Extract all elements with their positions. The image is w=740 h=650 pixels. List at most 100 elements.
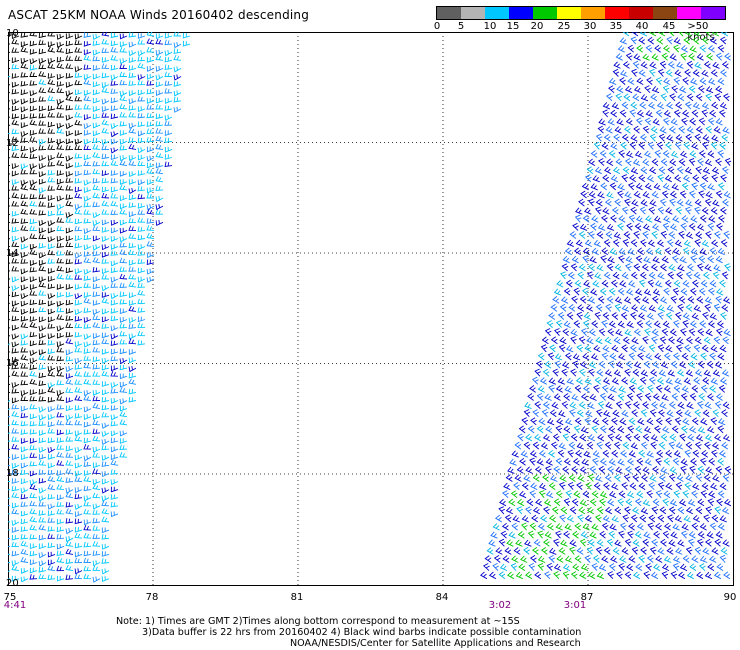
- wind-barb: [707, 563, 715, 571]
- wind-barb: [146, 204, 155, 211]
- wind-barb: [666, 36, 673, 45]
- wind-barb: [56, 508, 65, 515]
- wind-barb: [654, 352, 662, 361]
- wind-barb: [606, 538, 614, 547]
- wind-barb: [74, 235, 83, 242]
- wind-barb: [640, 133, 647, 142]
- wind-barb: [704, 441, 711, 450]
- wind-barb: [155, 151, 164, 158]
- wind-barb: [631, 409, 638, 418]
- wind-barb: [38, 71, 47, 77]
- wind-barb: [563, 320, 571, 329]
- wind-barb: [38, 543, 47, 550]
- wind-barb: [679, 433, 686, 442]
- wind-barb: [636, 522, 644, 531]
- wind-barb: [590, 222, 597, 231]
- wind-barb: [683, 36, 691, 45]
- wind-barb: [640, 94, 649, 102]
- wind-barb: [558, 410, 566, 418]
- wind-barb: [613, 61, 621, 69]
- wind-barb: [711, 166, 720, 175]
- wind-barb: [11, 98, 20, 106]
- wind-barb: [590, 353, 599, 361]
- wind-barb: [47, 551, 56, 558]
- wind-barb: [716, 288, 724, 296]
- wind-barb: [74, 518, 83, 525]
- wind-barb: [581, 458, 589, 466]
- wind-barb: [640, 507, 649, 515]
- wind-barb: [623, 93, 631, 102]
- wind-barb: [29, 243, 38, 250]
- wind-barb: [47, 316, 56, 323]
- wind-barb: [672, 215, 680, 223]
- wind-barb: [628, 352, 636, 361]
- wind-barb: [128, 41, 137, 48]
- wind-barb: [645, 247, 653, 256]
- wind-barb: [663, 215, 671, 223]
- wind-barb: [696, 263, 704, 272]
- wind-barb: [715, 393, 723, 401]
- wind-barb: [702, 311, 709, 320]
- wind-barb: [610, 142, 618, 150]
- wind-barb: [717, 522, 725, 531]
- wind-barb: [137, 209, 146, 215]
- wind-barb: [155, 121, 164, 127]
- wind-barb: [696, 538, 704, 547]
- scale-swatch: [437, 7, 461, 19]
- wind-barb: [687, 433, 695, 442]
- wind-barb: [11, 341, 20, 348]
- wind-barb: [92, 468, 101, 474]
- wind-barb: [525, 506, 532, 515]
- wind-barb: [680, 222, 688, 231]
- wind-barb: [719, 102, 728, 110]
- wind-barb: [506, 539, 514, 547]
- wind-barb: [20, 556, 29, 563]
- wind-barb: [650, 93, 658, 102]
- wind-barb: [128, 80, 137, 86]
- wind-barb: [20, 114, 29, 120]
- wind-barb: [568, 441, 576, 450]
- wind-barb: [585, 304, 594, 312]
- wind-barb: [646, 77, 653, 85]
- wind-barb: [704, 434, 713, 442]
- wind-barb: [38, 233, 47, 240]
- wind-barb: [101, 349, 110, 355]
- wind-barb: [634, 498, 642, 507]
- wind-barb: [645, 110, 653, 118]
- wind-barb: [679, 256, 687, 264]
- wind-barb: [560, 539, 568, 547]
- wind-barb: [83, 123, 92, 130]
- wind-barb: [11, 257, 20, 264]
- wind-barb: [671, 255, 679, 264]
- wind-barb: [110, 32, 119, 39]
- wind-barb: [621, 547, 629, 555]
- wind-barb: [721, 369, 730, 377]
- wind-barb: [674, 69, 682, 77]
- wind-barb: [619, 280, 627, 288]
- wind-barb: [583, 280, 591, 288]
- wind-barb: [577, 271, 585, 280]
- wind-barb: [536, 392, 544, 401]
- wind-barb: [607, 328, 615, 337]
- wind-barb: [29, 193, 38, 200]
- wind-barb: [597, 400, 605, 409]
- wind-barb: [624, 85, 633, 94]
- wind-barb: [566, 239, 574, 248]
- wind-barb: [638, 141, 646, 150]
- wind-barb: [65, 123, 74, 130]
- wind-barb: [685, 271, 693, 280]
- wind-barb: [660, 93, 668, 102]
- wind-barb: [20, 446, 29, 453]
- wind-barb: [101, 119, 110, 126]
- wind-barb: [146, 218, 155, 224]
- wind-barb: [11, 128, 20, 135]
- wind-barb: [655, 490, 663, 499]
- wind-barb: [574, 384, 582, 393]
- wind-barb: [688, 85, 696, 94]
- wind-barb: [110, 333, 119, 340]
- wind-barb: [101, 568, 110, 575]
- wind-barb: [38, 105, 47, 112]
- wind-barb: [155, 49, 164, 56]
- wind-barb: [630, 167, 639, 175]
- wind-barb: [662, 222, 670, 231]
